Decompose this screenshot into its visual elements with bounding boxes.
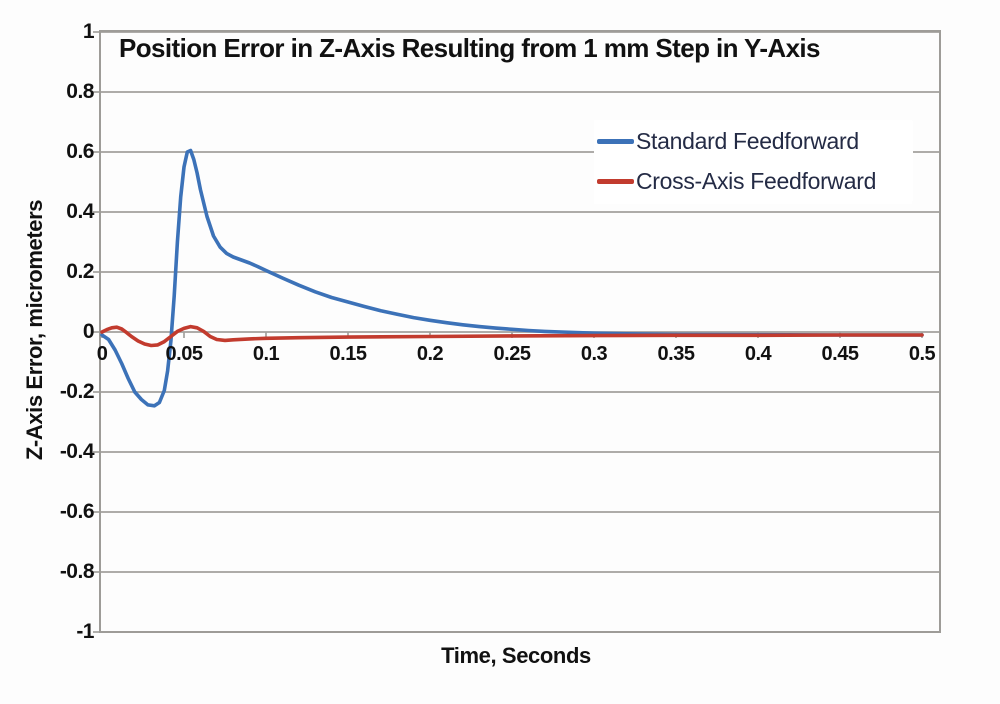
y-tick-label: -0.6 bbox=[59, 500, 95, 523]
x-tick-label: 0.5 bbox=[908, 343, 936, 365]
y-tick-label: -1 bbox=[76, 620, 94, 643]
y-tick-label: 0.8 bbox=[66, 80, 94, 103]
y-tick-label: 0.4 bbox=[66, 200, 94, 223]
series-lines bbox=[100, 148, 924, 408]
x-axis-title: Time, Seconds bbox=[441, 643, 591, 668]
legend-label-standard-feedforward: Standard Feedforward bbox=[636, 127, 859, 154]
x-tick-label: 0.35 bbox=[657, 343, 695, 365]
x-tick-label: 0.15 bbox=[329, 343, 367, 365]
legend: Standard Feedforward Cross-Axis Feedforw… bbox=[597, 121, 913, 201]
y-tick-label: -0.2 bbox=[59, 380, 95, 403]
x-tick-label: 0.2 bbox=[416, 343, 444, 365]
legend-item-standard-feedforward: Standard Feedforward bbox=[597, 121, 913, 161]
chart-title: Position Error in Z-Axis Resulting from … bbox=[119, 33, 821, 63]
x-tick-label: 0.4 bbox=[744, 343, 772, 365]
legend-item-cross-axis-feedforward: Cross-Axis Feedforward bbox=[597, 161, 913, 201]
y-tick-label: 0 bbox=[82, 320, 95, 343]
y-tick-label: 0.2 bbox=[66, 260, 94, 283]
x-tick-label: 0.3 bbox=[580, 343, 608, 365]
series-line-standard-feedforward bbox=[100, 148, 924, 408]
x-tick-label: 0 bbox=[96, 343, 108, 365]
x-tick-label: 0.05 bbox=[165, 343, 203, 365]
legend-label-cross-axis-feedforward: Cross-Axis Feedforward bbox=[636, 167, 877, 194]
plot-border bbox=[99, 30, 941, 633]
x-tick-label: 0.25 bbox=[493, 343, 531, 365]
y-tick-label: 1 bbox=[82, 20, 95, 43]
y-tick-label: -0.4 bbox=[59, 440, 95, 463]
y-tick-label: 0.6 bbox=[66, 140, 94, 163]
y-tick-label: -0.8 bbox=[59, 560, 95, 583]
legend-line-cross-axis-feedforward-icon bbox=[597, 178, 634, 184]
x-tick-label: 0.1 bbox=[252, 343, 280, 365]
legend-line-standard-feedforward-icon bbox=[597, 138, 634, 144]
series-line-cross-axis-feedforward bbox=[100, 324, 924, 348]
x-tick-label: 0.45 bbox=[821, 343, 859, 365]
